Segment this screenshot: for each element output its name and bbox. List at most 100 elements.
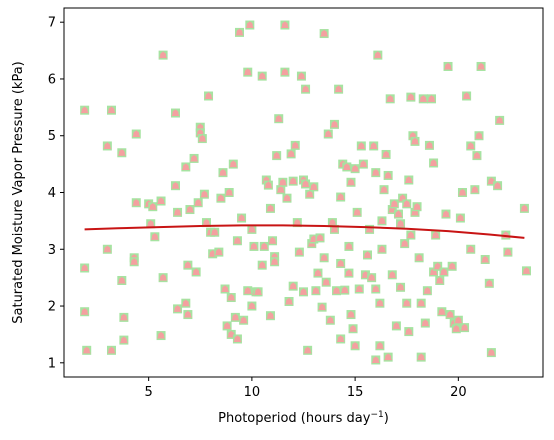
data-point <box>270 257 280 267</box>
data-point <box>234 27 244 37</box>
data-point <box>344 268 354 278</box>
data-point <box>284 296 294 306</box>
data-point <box>346 177 356 187</box>
data-point <box>350 341 360 351</box>
data-point <box>146 219 156 229</box>
data-point <box>296 71 306 81</box>
data-point <box>259 241 269 251</box>
data-point <box>455 213 465 223</box>
x-tick-label: 5 <box>145 385 153 400</box>
data-point <box>435 275 445 285</box>
trend-line <box>84 224 525 239</box>
data-point <box>350 164 360 174</box>
data-point <box>420 318 430 328</box>
data-point <box>373 50 383 60</box>
data-point <box>148 202 158 212</box>
data-point <box>484 278 494 288</box>
y-tick-label: 4 <box>48 186 56 201</box>
data-point <box>404 175 414 185</box>
data-point <box>232 334 242 344</box>
data-point <box>299 287 308 297</box>
y-tick-label: 7 <box>48 16 56 31</box>
data-point <box>173 304 183 314</box>
data-point <box>332 286 342 296</box>
data-point <box>396 282 406 292</box>
data-point <box>476 61 486 71</box>
data-point <box>313 268 323 278</box>
data-point <box>406 92 416 102</box>
data-point <box>189 153 199 163</box>
data-point <box>400 239 410 249</box>
data-point <box>150 232 160 242</box>
data-point <box>387 270 397 280</box>
data-point <box>418 94 428 104</box>
data-point <box>247 224 257 234</box>
data-point <box>268 236 278 246</box>
data-point <box>336 192 346 202</box>
data-point <box>352 207 362 217</box>
data-point <box>156 196 166 206</box>
data-point <box>280 20 290 30</box>
data-point <box>294 247 304 257</box>
y-axis-label: Saturated Moisture Vapor Pressure (kPa) <box>11 61 26 324</box>
data-point <box>280 67 290 77</box>
data-point <box>367 273 377 283</box>
data-point <box>334 84 344 94</box>
data-point <box>336 334 346 344</box>
data-point <box>521 266 531 276</box>
data-point <box>156 331 166 341</box>
data-point <box>414 253 424 263</box>
data-point <box>303 345 313 355</box>
x-axis-label: Photoperiod (hours day−1) <box>218 410 389 426</box>
data-point <box>224 188 234 197</box>
data-point <box>309 182 319 192</box>
data-point <box>427 94 437 104</box>
data-point <box>344 241 354 251</box>
data-point <box>424 140 434 150</box>
y-tick-label: 3 <box>48 243 56 258</box>
data-point <box>460 323 470 333</box>
data-point <box>519 203 529 213</box>
data-point <box>222 321 232 331</box>
data-point <box>257 260 267 270</box>
data-point <box>237 213 247 223</box>
data-point <box>377 216 387 226</box>
data-point <box>210 227 220 237</box>
data-point <box>451 324 461 334</box>
data-point <box>443 61 453 71</box>
data-point <box>472 151 482 161</box>
data-point <box>274 114 284 124</box>
data-point <box>131 198 141 208</box>
data-point <box>342 162 352 172</box>
data-point <box>117 148 127 158</box>
data-point <box>336 258 346 268</box>
data-point <box>358 159 368 169</box>
data-point <box>379 185 389 195</box>
data-point <box>375 298 385 308</box>
data-point <box>201 218 211 228</box>
data-point <box>493 181 503 191</box>
data-point <box>257 71 267 81</box>
data-point <box>80 307 90 317</box>
data-point <box>470 185 480 195</box>
data-point <box>301 179 311 189</box>
data-point <box>371 168 381 178</box>
data-point <box>220 284 230 294</box>
data-point <box>363 250 373 260</box>
data-point <box>193 198 203 208</box>
data-point <box>404 327 414 337</box>
x-tick-label: 15 <box>347 385 364 400</box>
data-point <box>131 129 141 139</box>
data-point <box>311 286 321 296</box>
data-point <box>346 310 356 320</box>
data-point <box>466 141 476 151</box>
data-point <box>385 94 395 104</box>
data-point <box>158 50 168 60</box>
data-point <box>243 67 253 77</box>
data-point <box>249 241 259 251</box>
data-point <box>447 261 457 271</box>
data-point <box>329 224 339 234</box>
data-point <box>369 141 379 151</box>
data-point <box>406 230 416 240</box>
